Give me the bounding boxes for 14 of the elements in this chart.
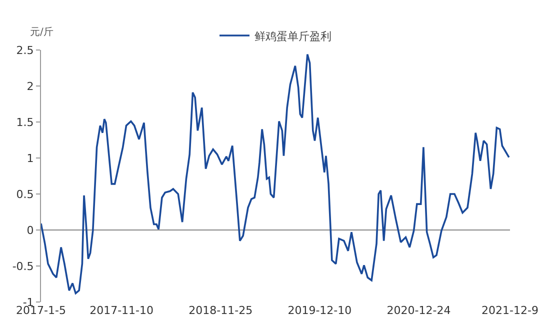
y-tick-label: 1 (26, 152, 34, 165)
x-tick-label: 2018-11-25 (188, 304, 253, 317)
y-tick-label: -0.5 (12, 260, 34, 273)
y-tick-label: 1.5 (16, 116, 34, 129)
x-tick-label: 2019-12-10 (288, 304, 352, 317)
y-axis-title: 元/斤 (30, 26, 54, 38)
y-tick-label: 0 (26, 224, 34, 237)
y-tick-label: 0.5 (16, 188, 34, 201)
y-tick-label: 2 (26, 80, 34, 93)
x-tick-label: 2021-12-9 (482, 304, 538, 317)
x-tick-label: 2020-12-24 (386, 304, 451, 317)
x-tick-label: 2017-11-10 (90, 304, 154, 317)
legend-label: 鲜鸡蛋单斤盈利 (254, 30, 332, 43)
y-tick-label: 2.5 (16, 44, 34, 57)
